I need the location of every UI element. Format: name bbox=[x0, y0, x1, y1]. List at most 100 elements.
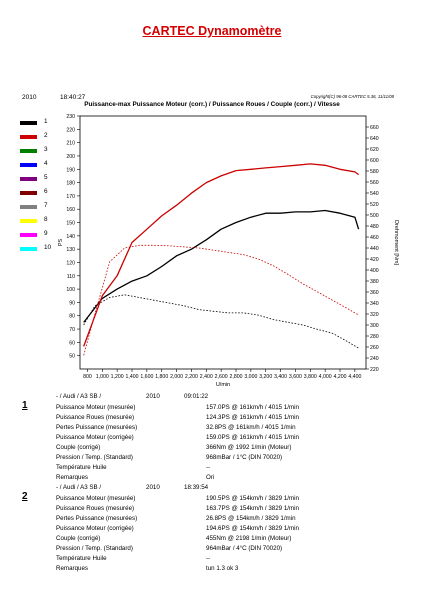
x-tick-label: 1,800 bbox=[155, 374, 168, 380]
y-right-tick-label: 400 bbox=[370, 268, 379, 274]
record-value: 157.0PS @ 161km/h / 4015 1/min bbox=[206, 404, 299, 411]
series-1-torque-line bbox=[83, 294, 359, 349]
series-2-power-line bbox=[83, 163, 359, 347]
record-label: Pertes Puissance (mesurées) bbox=[56, 515, 138, 522]
record-number: 2 bbox=[22, 491, 28, 502]
record-label: Couple (corrigé) bbox=[56, 444, 101, 451]
y-right-axis-label: Drehmoment [Nm] bbox=[393, 220, 399, 265]
x-tick-label: 3,600 bbox=[289, 374, 302, 380]
y-left-tick-label: 230 bbox=[66, 114, 75, 120]
chart-title: Puissance-max Puissance Moteur (corr.) /… bbox=[84, 101, 340, 108]
record-value: -- bbox=[206, 464, 211, 471]
legend-swatch bbox=[20, 219, 37, 223]
x-tick-label: 2,600 bbox=[215, 374, 228, 380]
y-left-tick-label: 140 bbox=[66, 234, 75, 240]
series-1-power-line bbox=[83, 209, 360, 323]
legend-number: 2 bbox=[44, 132, 48, 139]
legend-item-10: 10 bbox=[20, 244, 60, 254]
record-label: Pression / Temp. (Standard) bbox=[56, 545, 133, 552]
record-value: -- bbox=[206, 555, 211, 562]
x-tick-label: 1,200 bbox=[111, 374, 124, 380]
x-tick-label: 4,200 bbox=[334, 374, 347, 380]
y-left-tick-label: 130 bbox=[66, 247, 75, 253]
x-tick-label: 2,000 bbox=[170, 374, 183, 380]
y-right-tick-label: 380 bbox=[370, 279, 379, 285]
record-time: 18:39:54 bbox=[184, 484, 209, 491]
record-vehicle: - / Audi / A3 SB / bbox=[56, 393, 102, 400]
y-right-tick-label: 240 bbox=[370, 356, 379, 362]
x-tick-label: 4,400 bbox=[348, 374, 361, 380]
legend-swatch bbox=[20, 177, 37, 181]
record-label: Température Huile bbox=[56, 464, 107, 471]
legend-item-5: 5 bbox=[20, 174, 60, 184]
legend-item-2: 2 bbox=[20, 132, 60, 142]
record-value: 32.8PS @ 161km/h / 4015 1/min bbox=[206, 424, 296, 431]
legend-item-7: 7 bbox=[20, 202, 60, 212]
legend-item-3: 3 bbox=[20, 146, 60, 156]
y-left-tick-label: 170 bbox=[66, 194, 75, 200]
record-year: 2010 bbox=[146, 484, 160, 491]
y-left-tick-label: 70 bbox=[69, 327, 75, 333]
legend-number: 6 bbox=[44, 188, 48, 195]
y-right-tick-label: 260 bbox=[370, 345, 379, 351]
y-left-tick-label: 160 bbox=[66, 207, 75, 213]
record-label: Puissance Roues (mesurée) bbox=[56, 505, 135, 512]
y-right-tick-label: 320 bbox=[370, 312, 379, 318]
x-tick-label: 1,000 bbox=[96, 374, 109, 380]
legend-swatch bbox=[20, 191, 37, 195]
y-left-tick-label: 60 bbox=[69, 340, 75, 346]
record-label: Température Huile bbox=[56, 555, 107, 562]
record-vehicle: - / Audi / A3 SB / bbox=[56, 484, 102, 491]
x-tick-label: 4,000 bbox=[319, 374, 332, 380]
y-right-tick-label: 640 bbox=[370, 136, 379, 142]
y-right-tick-label: 460 bbox=[370, 235, 379, 241]
y-right-tick-label: 280 bbox=[370, 334, 379, 340]
record-label: Puissance Moteur (corrigée) bbox=[56, 525, 134, 532]
legend-item-8: 8 bbox=[20, 216, 60, 226]
legend-item-6: 6 bbox=[20, 188, 60, 198]
x-tick-label: 3,000 bbox=[244, 374, 257, 380]
series-2-torque-line bbox=[83, 244, 359, 356]
record-label: Pertes Puissance (mesurées) bbox=[56, 424, 138, 431]
legend-swatch bbox=[20, 247, 37, 251]
y-right-tick-label: 540 bbox=[370, 191, 379, 197]
legend-swatch bbox=[20, 149, 37, 153]
legend-swatch bbox=[20, 233, 37, 237]
record-value: 455Nm @ 2198 1/min (Moteur) bbox=[206, 535, 292, 542]
y-right-tick-label: 620 bbox=[370, 147, 379, 153]
y-left-tick-label: 200 bbox=[66, 154, 75, 160]
record-value: 968mBar / 1°C (DIN 70020) bbox=[206, 454, 283, 461]
record-label: Puissance Roues (mesurée) bbox=[56, 414, 135, 421]
record-label: Puissance Moteur (mesurée) bbox=[56, 404, 136, 411]
y-right-tick-label: 560 bbox=[370, 180, 379, 186]
x-tick-label: 3,200 bbox=[259, 374, 272, 380]
x-tick-label: 3,800 bbox=[304, 374, 317, 380]
x-axis-label: U/min bbox=[216, 382, 230, 388]
header-time: 18:40:27 bbox=[60, 94, 86, 101]
legend-number: 9 bbox=[44, 230, 48, 237]
legend-swatch bbox=[20, 163, 37, 167]
legend-swatch bbox=[20, 135, 37, 139]
y-right-tick-label: 600 bbox=[370, 158, 379, 164]
plot-frame bbox=[79, 115, 367, 370]
y-right-tick-label: 340 bbox=[370, 301, 379, 307]
record-label: Puissance Moteur (corrigée) bbox=[56, 434, 134, 441]
legend-item-1: 1 bbox=[20, 118, 60, 128]
record-label: Couple (corrigé) bbox=[56, 535, 101, 542]
y-left-axis-label: PS bbox=[58, 239, 64, 247]
legend-number: 8 bbox=[44, 216, 48, 223]
y-left-tick-label: 80 bbox=[69, 314, 75, 320]
record-label: Pression / Temp. (Standard) bbox=[56, 454, 133, 461]
record-value: Ori bbox=[206, 474, 215, 481]
legend-number: 4 bbox=[44, 160, 48, 167]
copyright-text: Copyright(C) 96-08 CARTEC 5.36, 11/11/08 bbox=[310, 94, 394, 99]
record-year: 2010 bbox=[146, 393, 160, 400]
record-time: 09:01:22 bbox=[184, 393, 209, 400]
legend-number: 10 bbox=[44, 244, 52, 251]
y-right-tick-label: 520 bbox=[370, 202, 379, 208]
record-label: Remarques bbox=[56, 565, 88, 572]
y-right-tick-label: 580 bbox=[370, 169, 379, 175]
legend-number: 7 bbox=[44, 202, 48, 209]
record-value: 366Nm @ 1992 1/min (Moteur) bbox=[206, 444, 292, 451]
legend-number: 1 bbox=[44, 118, 48, 125]
